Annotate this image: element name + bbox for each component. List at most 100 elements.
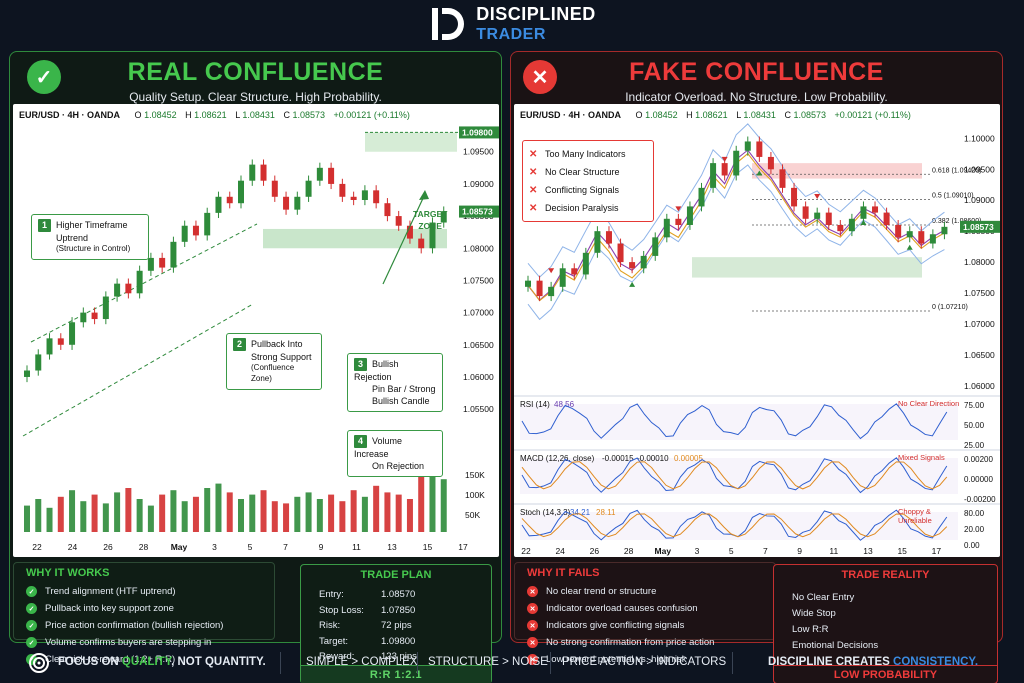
sell-signal-arrow: [721, 156, 728, 162]
volume-bar: [395, 494, 402, 532]
callout-3-line1: Bullish Rejection: [354, 359, 399, 382]
y-tick-label: 1.09500: [463, 147, 494, 157]
left-c-label: C: [283, 110, 290, 120]
footer-focus-a: FOCUS ON: [58, 656, 122, 668]
right-chart[interactable]: 1.100001.095001.090001.085001.080001.075…: [514, 104, 1000, 557]
x-circle-icon: ✕: [527, 586, 538, 597]
fail-item-label: Too Many Indicators: [545, 149, 626, 159]
rsi-tick: 50.00: [964, 421, 985, 430]
trade-reality-box: TRADE REALITY No Clear Entry Wide Stop Low…: [773, 564, 998, 683]
plan-key: Entry:: [319, 589, 344, 601]
price-tag-bg: [459, 205, 499, 218]
right-chart-svg: 1.100001.095001.090001.085001.080001.075…: [514, 123, 1000, 556]
why-item: ✕ No strong confirmation from price actio…: [527, 634, 763, 651]
brand-logo-icon: [432, 8, 465, 40]
left-ohlc: EUR/USD · 4H · OANDA O 1.08452 H 1.08621…: [19, 110, 416, 120]
volume-bar: [192, 496, 199, 532]
candle-body: [629, 262, 636, 269]
reality-row: No Clear Entry: [792, 591, 855, 603]
candle-body: [440, 211, 447, 223]
candle-body: [283, 196, 290, 210]
x-circle-icon: ✕: [527, 637, 538, 648]
volume-bar: [339, 501, 346, 532]
x-circle-icon: ✕: [527, 654, 538, 665]
candle-body: [698, 187, 705, 207]
left-chart[interactable]: 1.095001.090001.085001.080001.075001.070…: [13, 104, 499, 557]
candle-body: [640, 255, 647, 269]
candle-body: [328, 167, 335, 184]
volume-bar: [24, 505, 30, 532]
y-tick-label: 1.09000: [964, 195, 995, 205]
x-tick-label: 17: [458, 542, 468, 552]
fib-label: 0.382 (1.08600): [932, 218, 981, 225]
macd-line-2: [521, 461, 948, 490]
volume-tick-label: 150K: [465, 470, 485, 480]
candle-body: [339, 183, 346, 197]
macd-label: MACD (12,26, close): [520, 454, 595, 463]
candle-body: [91, 312, 98, 320]
candle-body: [559, 268, 566, 287]
plan-key: Reward:: [319, 651, 355, 663]
header: DISCIPLINED TRADER: [0, 0, 1024, 48]
right-c-label: C: [784, 110, 791, 120]
candle-body: [192, 225, 199, 236]
candle-body: [181, 225, 188, 242]
trade-plan-title: TRADE PLAN: [360, 569, 432, 581]
plan-value: 1.08570: [381, 589, 416, 601]
x-tick-label: 13: [863, 546, 873, 556]
x-tick-label: 26: [103, 542, 113, 552]
sell-signal-arrow: [675, 206, 682, 212]
x-tick-label: 3: [212, 542, 217, 552]
stoch-tick: 80.00: [964, 509, 985, 518]
candle-body: [238, 180, 244, 204]
trade-reality-title: TRADE REALITY: [841, 569, 930, 581]
buy-signal-arrow: [756, 170, 763, 176]
x-tick-label: 22: [32, 542, 42, 552]
candle-body: [395, 216, 402, 226]
why-item: ✕ No clear trend or structure: [527, 583, 763, 600]
left-o-value: 1.08452: [144, 110, 177, 120]
candle-body: [373, 190, 380, 204]
left-change: +0.00121 (+0.11%): [333, 110, 410, 120]
why-item: ✓ Price action confirmation (bullish reje…: [26, 617, 262, 634]
x-tick-label: 11: [352, 542, 361, 552]
why-item-label: Low reward potential vs. high risk: [546, 654, 687, 665]
why-item-label: Clear risk-to-reward (1:2+ R:R): [45, 654, 176, 665]
volume-bar: [350, 490, 357, 532]
candle-body: [906, 231, 913, 238]
candle-body: [721, 163, 728, 176]
candle-body: [652, 237, 659, 256]
check-circle-icon: ✓: [26, 586, 37, 597]
left-subtitle: Quality Setup. Clear Structure. High Pro…: [129, 90, 382, 104]
stoch-annotation: Unreliable: [898, 516, 932, 525]
x-tick-label: 17: [932, 546, 942, 556]
x-mark-icon: ✕: [529, 166, 538, 178]
y-tick-label: 1.09000: [463, 179, 494, 189]
candle-body: [384, 203, 391, 217]
left-l-label: L: [235, 110, 240, 120]
candle-body: [46, 338, 53, 355]
why-item-label: Indicator overload causes confusion: [546, 603, 698, 614]
footer-motto-3: PRICE ACTION > INDICATORS: [562, 656, 727, 668]
candle-body: [536, 280, 543, 297]
stoch-line-2: [521, 513, 948, 538]
callout-htf-uptrend: 1 Higher Timeframe Uptrend (Structure in …: [31, 214, 149, 260]
candle-body: [249, 164, 256, 181]
callout-2-line1: Pullback Into: [251, 339, 303, 349]
right-subtitle: Indicator Overload. No Structure. Low Pr…: [625, 90, 888, 104]
right-symbol: EUR/USD · 4H · OANDA: [520, 110, 622, 120]
candle-body: [883, 212, 890, 225]
why-item-label: No clear trend or structure: [546, 586, 657, 597]
callout-volume: 4 Volume Increase On Rejection: [347, 430, 443, 478]
volume-bar: [35, 499, 42, 532]
plan-row: Reward: 123 pips: [319, 649, 473, 665]
candle-body: [605, 231, 612, 244]
support-zone: [692, 257, 922, 278]
right-ohlc: EUR/USD · 4H · OANDA O 1.08452 H 1.08621…: [520, 110, 917, 120]
target-icon: [29, 653, 49, 673]
candle-body: [594, 231, 601, 253]
volume-bar: [384, 492, 391, 532]
x-tick-label: 15: [423, 542, 433, 552]
y-tick-label: 1.06500: [964, 350, 995, 360]
volume-bar: [114, 492, 121, 532]
